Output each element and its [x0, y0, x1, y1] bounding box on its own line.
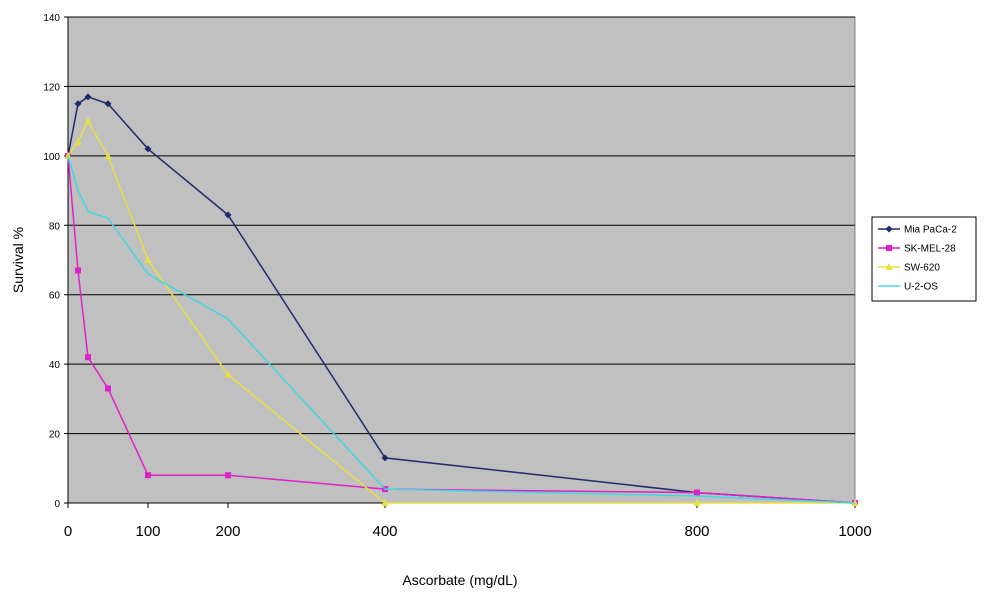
y-tick-label: 60 [49, 291, 61, 302]
x-tick-label: 200 [215, 523, 240, 540]
data-point [693, 499, 701, 506]
y-tick-label: 100 [43, 152, 60, 163]
data-point [74, 137, 82, 145]
x-tick-label: 100 [135, 523, 160, 540]
x-tick-label: 1000 [838, 523, 871, 540]
x-axis-ticks: 0 100 200 400 800 1000 [64, 503, 872, 540]
y-tick-label: 20 [49, 430, 61, 441]
data-point [64, 151, 72, 159]
y-axis-title: Survival % [10, 227, 26, 293]
data-point [144, 145, 152, 153]
legend-label: U-2-OS [904, 282, 938, 293]
data-point [104, 100, 112, 108]
x-tick-label: 800 [684, 523, 709, 540]
data-point [84, 93, 92, 101]
legend-marker [886, 245, 892, 251]
series-u-2-os [67, 155, 856, 504]
legend-item: Mia PaCa-2 [878, 225, 957, 236]
x-tick-label: 400 [372, 523, 397, 540]
series-line [67, 155, 856, 504]
data-point [104, 151, 112, 159]
legend-item: SK-MEL-28 [878, 244, 956, 255]
y-axis-ticks: 0 20 40 60 80 100 120 140 [43, 13, 68, 510]
series-group [64, 93, 859, 507]
data-point [224, 211, 232, 219]
y-tick-label: 140 [43, 13, 60, 24]
plot-area [67, 16, 856, 504]
legend-label: SK-MEL-28 [904, 244, 956, 255]
legend-marker [885, 263, 893, 270]
legend-label: Mia PaCa-2 [904, 225, 957, 236]
grid-lines [67, 16, 855, 504]
data-point [144, 256, 152, 263]
series-sw-620 [64, 117, 859, 506]
x-axis-title: Ascorbate (mg/dL) [402, 572, 517, 588]
data-point [75, 267, 81, 274]
data-point [224, 370, 232, 378]
x-tick-label: 0 [64, 523, 72, 540]
y-tick-label: 40 [49, 360, 61, 371]
legend-item: SW-620 [878, 263, 940, 274]
data-point [381, 454, 389, 462]
y-tick-label: 80 [49, 221, 61, 232]
data-point [381, 499, 389, 506]
legend-label: SW-620 [904, 263, 940, 274]
data-point [145, 472, 151, 479]
legend: Mia PaCa-2 SK-MEL-28 SW-620 U-2-OS [871, 216, 977, 302]
legend-marker [885, 225, 893, 233]
data-point [694, 489, 700, 496]
y-tick-label: 120 [43, 82, 60, 93]
legend-item: U-2-OS [878, 282, 938, 293]
data-point [225, 472, 231, 479]
data-point [85, 354, 91, 361]
y-tick-label: 0 [54, 499, 60, 510]
data-point [105, 385, 111, 392]
data-point [74, 100, 82, 108]
data-point [84, 117, 92, 125]
